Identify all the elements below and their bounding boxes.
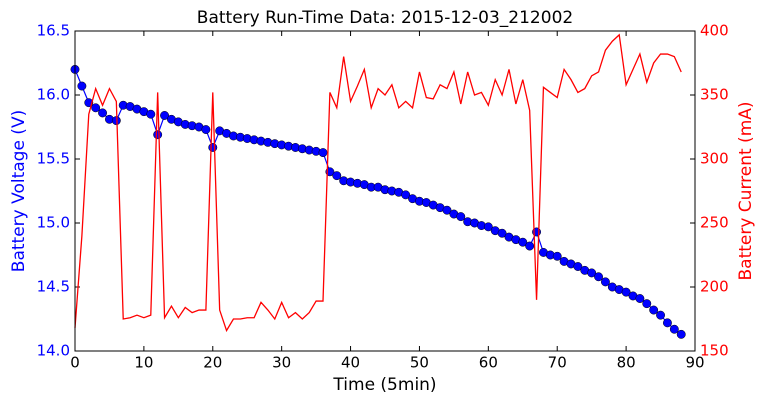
point [332, 171, 342, 181]
chart-title: Battery Run-Time Data: 2015-12-03_212002 [197, 8, 573, 28]
y2-tick-label: 200 [700, 278, 729, 296]
y-tick-label: 16.0 [37, 86, 70, 104]
point [91, 103, 101, 113]
line-series [74, 33, 682, 333]
point [160, 111, 170, 120]
y2-tick-label: 350 [700, 86, 729, 104]
point [662, 318, 672, 328]
point [318, 148, 328, 158]
x-tick-label: 50 [410, 354, 429, 372]
point [552, 251, 562, 261]
point [600, 277, 610, 287]
point [525, 241, 535, 251]
x-tick-label: 70 [548, 354, 567, 372]
x-tick-label: 20 [203, 354, 222, 372]
y-tick-label: 15.0 [37, 214, 70, 232]
y2-tick-label: 300 [700, 150, 729, 168]
y2-tick-label: 250 [700, 214, 729, 232]
y-tick-label: 14.0 [37, 342, 70, 360]
point [153, 130, 163, 140]
point [656, 310, 666, 320]
y2-tick-label: 400 [700, 22, 729, 40]
y-tick-label: 15.5 [37, 150, 70, 168]
point [587, 268, 597, 278]
point [456, 212, 466, 222]
point [483, 222, 493, 232]
line-series [74, 69, 682, 335]
point [146, 109, 156, 119]
point [98, 108, 108, 118]
point [635, 294, 645, 303]
point [442, 205, 452, 215]
point [208, 143, 218, 152]
point [401, 190, 411, 200]
point [573, 262, 583, 271]
y2-tick-label: 150 [700, 342, 729, 360]
point [518, 237, 528, 247]
point [77, 81, 87, 91]
y-tick-label: 14.5 [37, 278, 70, 296]
x-tick-label: 90 [685, 354, 704, 372]
y-axis-label: Battery Voltage (V) [9, 110, 29, 272]
x-tick-label: 40 [341, 354, 360, 372]
point [642, 299, 652, 309]
y-tick-label: 16.5 [37, 22, 70, 40]
y2-axis-label: Battery Current (mA) [736, 101, 756, 280]
point [201, 125, 211, 135]
point [649, 305, 659, 315]
point [497, 228, 507, 238]
plot-frame [74, 30, 696, 352]
x-axis-label: Time (5min) [332, 375, 436, 395]
point [669, 324, 679, 334]
point [676, 329, 686, 339]
x-tick-label: 10 [134, 354, 153, 372]
x-tick-label: 0 [70, 354, 80, 372]
point [594, 272, 604, 282]
x-tick-label: 80 [617, 354, 636, 372]
x-tick-label: 60 [479, 354, 498, 372]
point [621, 287, 631, 297]
x-tick-label: 30 [272, 354, 291, 372]
